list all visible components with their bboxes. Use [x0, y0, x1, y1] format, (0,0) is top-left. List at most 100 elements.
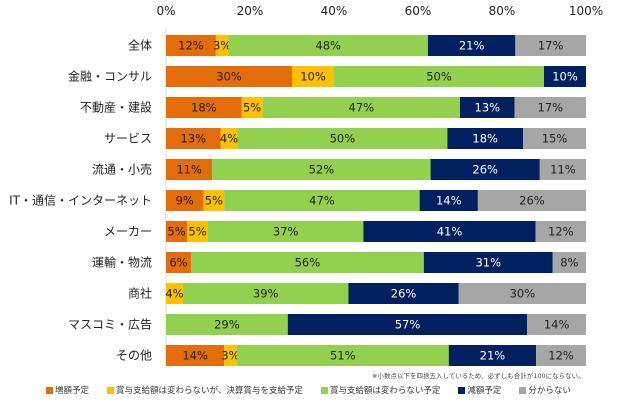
bar-segment: [166, 128, 221, 149]
bar-segment: [458, 283, 586, 304]
bar-segment: [224, 190, 420, 211]
bar-segment: [237, 128, 448, 149]
bar-segment: [460, 97, 515, 118]
category-label: 流通・小売: [92, 162, 152, 177]
bar-segment: [430, 159, 540, 180]
data-label: 14%: [544, 318, 570, 332]
bar-segment: [212, 159, 431, 180]
category-label: 不動産・建設: [80, 100, 152, 115]
data-label: 29%: [214, 318, 240, 332]
bars: 12% 3% 48% 21% 17% 30% 10% 50% 10% 18% 5% 47% 13% 17%…: [165, 35, 586, 366]
data-label: 3%: [221, 349, 239, 363]
category-label: 商社: [128, 286, 152, 301]
legend-swatch: [458, 386, 466, 394]
bar-segment: [448, 345, 537, 366]
data-label: 5%: [243, 101, 261, 115]
data-label: 14%: [182, 349, 208, 363]
legend-item: 賞与支給額は変わらないが、決算賞与を支給予定: [107, 384, 303, 396]
data-label: 31%: [475, 256, 501, 270]
data-label: 10%: [300, 70, 326, 84]
data-label: 52%: [309, 163, 335, 177]
data-label: 37%: [273, 225, 299, 239]
category-label: その他: [116, 349, 152, 363]
data-label: 51%: [330, 349, 356, 363]
x-tick-label: 20%: [237, 4, 264, 18]
data-label: 5%: [205, 194, 223, 208]
bar-segment: [262, 97, 460, 118]
x-tick-label: 80%: [489, 4, 516, 18]
legend: 増額予定 賞与支給額は変わらないが、決算賞与を支給予定 賞与支給額は変わらない予定 減…: [46, 384, 571, 396]
bar-segment: [166, 97, 242, 118]
bar-segment: [477, 190, 586, 211]
x-axis: 0% 20% 40% 60% 80% 100%: [156, 4, 603, 18]
bar-segment: [515, 35, 586, 56]
data-label: 21%: [459, 39, 485, 53]
bar-segment: [427, 35, 516, 56]
category-label: 金融・コンサル: [68, 69, 152, 84]
data-label: 13%: [475, 101, 501, 115]
footnote: ※小数点以下を四捨五入しているため、必ずしも合計が100にならない。: [372, 372, 585, 380]
data-label: 50%: [426, 70, 452, 84]
data-label: 47%: [349, 101, 375, 115]
data-label: 11%: [176, 163, 202, 177]
category-label: メーカー: [104, 225, 152, 239]
legend-item: 減額予定: [458, 384, 501, 396]
bar-segment: [527, 314, 586, 335]
bar-segment: [423, 252, 553, 273]
bar-segment: [208, 221, 364, 242]
x-tick-label: 60%: [405, 4, 432, 18]
data-label: 12%: [548, 225, 574, 239]
data-label: 17%: [538, 39, 564, 53]
bar-segment: [166, 159, 213, 180]
data-label: 39%: [253, 287, 279, 301]
data-label: 17%: [538, 101, 564, 115]
bar-segment: [166, 314, 288, 335]
data-label: 26%: [472, 163, 498, 177]
bar-segment: [539, 159, 586, 180]
data-label: 9%: [176, 194, 194, 208]
bar-segment: [224, 345, 237, 366]
legend-item: 賞与支給額は変わらない予定: [320, 384, 441, 396]
bar-segment: [166, 252, 191, 273]
category-label: IT・通信・インターネット: [9, 194, 152, 208]
bar-segment: [514, 97, 586, 118]
legend-label: 賞与支給額は変わらない予定: [329, 386, 441, 396]
data-label: 5%: [167, 225, 185, 239]
category-label: 全体: [128, 38, 152, 53]
data-label: 21%: [480, 349, 506, 363]
bar-segment: [536, 345, 586, 366]
bar-segment: [292, 66, 334, 87]
bar-segment: [535, 221, 586, 242]
data-label: 18%: [191, 101, 217, 115]
data-label: 10%: [552, 70, 578, 84]
legend-item: 増額予定: [46, 384, 89, 396]
data-label: 15%: [542, 132, 568, 146]
bar-segment: [166, 221, 187, 242]
bar-segment: [447, 128, 523, 149]
bar-segment: [236, 345, 449, 366]
data-label: 30%: [510, 287, 536, 301]
category-label: 運輸・物流: [92, 255, 152, 270]
data-label: 8%: [560, 256, 578, 270]
data-label: 56%: [295, 256, 321, 270]
bar-segment: [220, 128, 238, 149]
data-label: 12%: [548, 349, 574, 363]
bar-segment: [544, 66, 586, 87]
category-label: サービス: [104, 132, 152, 146]
data-label: 26%: [391, 287, 417, 301]
category-label: マスコミ・広告: [68, 318, 152, 332]
bar-segment: [334, 66, 544, 87]
x-tick-label: 100%: [569, 4, 603, 18]
bar-segment: [182, 283, 349, 304]
legend-label: 増額予定: [55, 386, 90, 396]
data-label: 6%: [169, 256, 187, 270]
legend-label: 分からない: [528, 386, 571, 396]
bar-segment: [166, 345, 225, 366]
data-label: 30%: [216, 70, 242, 84]
legend-item: 分からない: [519, 384, 571, 396]
x-tick-label: 0%: [156, 4, 175, 18]
legend-label: 賞与支給額は変わらないが、決算賞与を支給予定: [116, 386, 303, 396]
bar-segment: [348, 283, 459, 304]
